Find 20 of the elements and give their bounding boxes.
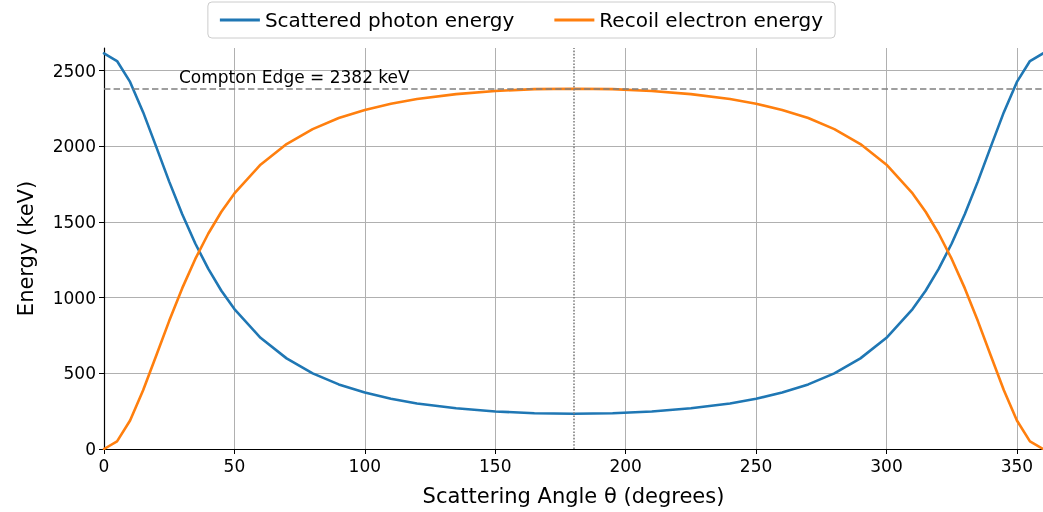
x-tick-label: 50 — [223, 455, 246, 476]
x-tick-label: 150 — [479, 455, 512, 476]
y-tick-label: 2000 — [52, 136, 96, 157]
x-tick-label: 300 — [870, 455, 903, 476]
legend-label: Recoil electron energy — [599, 8, 824, 32]
y-tick-label: 500 — [63, 363, 96, 384]
ref-line-label: Compton Edge = 2382 keV — [179, 67, 411, 88]
x-tick-label: 100 — [348, 455, 382, 476]
y-tick-label: 2500 — [52, 60, 96, 81]
x-tick-label: 200 — [609, 455, 642, 476]
y-tick-label: 1500 — [52, 212, 96, 233]
x-tick-label: 250 — [739, 455, 773, 476]
line-series — [102, 52, 1043, 416]
y-axis-title: Energy (keV) — [13, 180, 38, 317]
x-axis-title: Scattering Angle θ (degrees) — [422, 483, 725, 508]
legend-label: Scattered photon energy — [264, 8, 515, 32]
x-tick-label: 0 — [98, 455, 110, 476]
x-tick-label: 350 — [1000, 455, 1034, 476]
y-tick-label: 0 — [85, 439, 96, 459]
y-tick-label: 1000 — [52, 287, 96, 308]
